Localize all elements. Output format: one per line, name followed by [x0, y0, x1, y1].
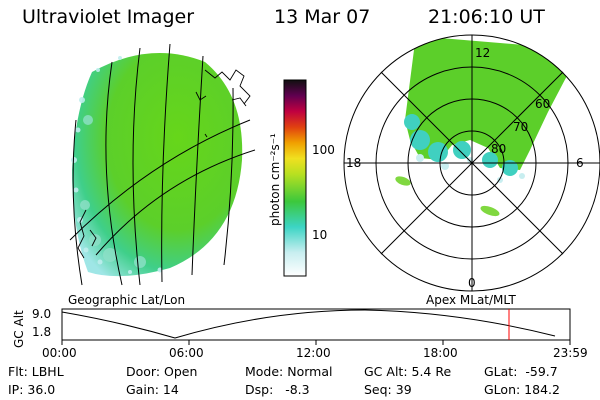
date-label: 13 Mar 07	[274, 6, 371, 28]
glon-value: GLon: 184.2	[484, 382, 560, 397]
door-value: Door: Open	[126, 364, 198, 379]
dsp-value: Dsp: -8.3	[245, 382, 310, 397]
time-label: 21:06:10 UT	[428, 6, 545, 28]
filter-value: Flt: LBHL	[8, 364, 64, 379]
mlt-18-label: 18	[346, 156, 362, 170]
lat-70-label: 70	[513, 120, 529, 134]
glat-value: GLat: -59.7	[484, 364, 558, 379]
altitude-curve	[61, 309, 556, 339]
timeline-xtick-1800: 18:00	[423, 346, 458, 360]
timeline-xtick-0600: 06:00	[169, 346, 204, 360]
left-panel-label: Geographic Lat/Lon	[68, 293, 186, 307]
mlt-6-label: 6	[576, 156, 584, 170]
mlt-0-label: 0	[468, 276, 476, 290]
seq-value: Seq: 39	[364, 382, 412, 397]
timeline-ytick-bottom: 1.8	[32, 325, 52, 339]
timeline-xtick-1200: 12:00	[296, 346, 331, 360]
right-panel-label: Apex MLat/MLT	[426, 293, 516, 307]
gc-alt-value: GC Alt: 5.4 Re	[364, 364, 452, 379]
mlt-12-label: 12	[475, 46, 491, 60]
timeline-ytick-top: 9.0	[32, 307, 52, 321]
ip-value: IP: 36.0	[8, 382, 56, 397]
gain-value: Gain: 14	[126, 382, 179, 397]
mode-value: Mode: Normal	[245, 364, 333, 379]
colorbar	[283, 79, 307, 277]
timeline-xtick-2359: 23:59	[553, 346, 588, 360]
colorbar-tick-10: 10	[312, 228, 328, 242]
colorbar-tick-100: 100	[312, 143, 335, 157]
instrument-title: Ultraviolet Imager	[22, 6, 195, 28]
timeline-xtick-0000: 00:00	[42, 346, 77, 360]
lat-80-label: 80	[491, 142, 507, 156]
lat-60-label: 60	[535, 97, 551, 111]
